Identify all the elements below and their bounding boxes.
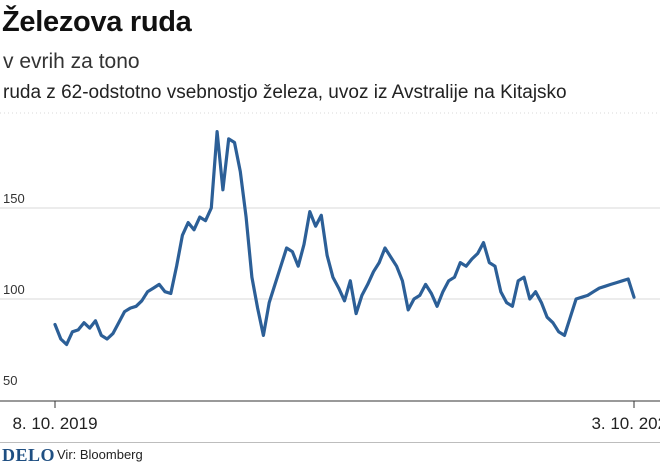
y-tick-label: 150 [3,191,25,206]
x-tick-label: 3. 10. 2024 [591,414,660,433]
chart-subtitle: v evrih za tono [3,50,140,73]
chart-note: ruda z 62-odstotno vsebnostjo železa, uv… [3,82,567,103]
line-chart: 50 100 150 8. 10. 2019 3. 10. 2024 [0,112,660,433]
y-tick-labels: 50 100 150 [3,191,25,388]
y-tick-label: 50 [3,373,17,388]
x-axis: 8. 10. 2019 3. 10. 2024 [0,400,660,433]
footer: DELO Vir: Bloomberg [0,442,660,473]
x-tick-label: 8. 10. 2019 [12,414,97,433]
chart-title: Železova ruda [2,6,192,38]
y-tick-label: 100 [3,282,25,297]
grid-layer [0,112,660,300]
source-label: Vir: Bloomberg [57,447,143,462]
series-line [53,130,636,347]
brand-logo: DELO [2,445,56,465]
series-layer [53,130,636,347]
